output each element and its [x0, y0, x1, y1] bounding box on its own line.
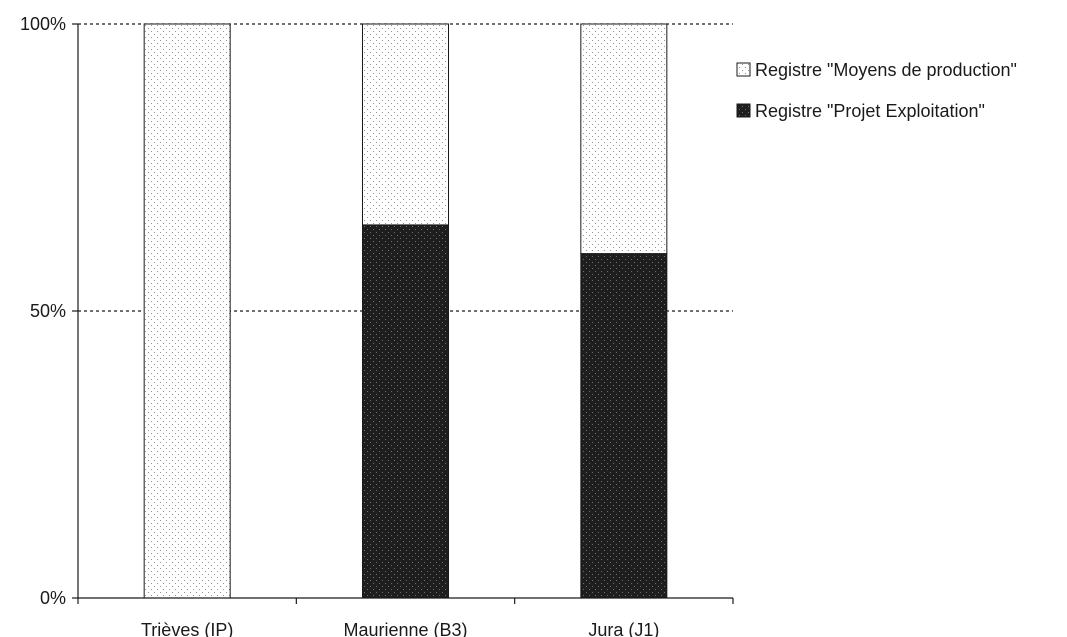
- legend-item-projet-exploitation: Registre "Projet Exploitation": [736, 101, 985, 121]
- y-tick-label: 0%: [40, 588, 66, 608]
- bar-maurienne-b3-registre-moyens-de-production: [362, 23, 449, 226]
- x-tick-label-jura-j1: Jura (J1): [588, 620, 659, 637]
- bars: [143, 23, 668, 599]
- x-axis-ticks: Trièves (IP) Maurienne (B3) Jura (J1): [77, 598, 734, 637]
- y-tick-label: 50%: [30, 301, 66, 321]
- bar-trieves-ip-registre-moyens-de-production: [143, 23, 231, 599]
- bar-jura-j1-registre-projet-exploitation: [580, 253, 668, 599]
- bar-jura-j1-registre-moyens-de-production: [580, 23, 668, 255]
- legend-label-projet-exploitation: Registre "Projet Exploitation": [755, 101, 985, 121]
- y-axis-ticks: 0% 50% 100%: [20, 14, 78, 608]
- legend-label-moyens-production: Registre "Moyens de production": [755, 60, 1017, 80]
- legend: Registre "Moyens de production" Registre…: [736, 60, 1017, 121]
- legend-swatch-projet-exploitation: [736, 103, 751, 118]
- x-tick-label-maurienne-b3: Maurienne (B3): [343, 620, 467, 637]
- legend-swatch-moyens-production: [736, 62, 751, 77]
- x-tick-label-trieves-ip: Trièves (IP): [141, 620, 233, 637]
- bar-maurienne-b3-registre-projet-exploitation: [362, 224, 449, 599]
- y-tick-label: 100%: [20, 14, 66, 34]
- legend-item-moyens-production: Registre "Moyens de production": [736, 60, 1017, 80]
